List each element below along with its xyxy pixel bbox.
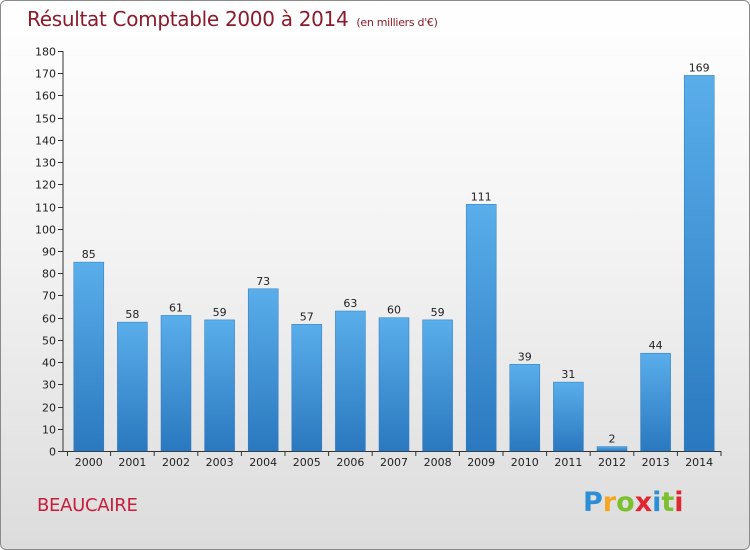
bar-2014 xyxy=(683,75,715,452)
x-tick-label-2003: 2003 xyxy=(206,456,234,469)
x-tick-label-2014: 2014 xyxy=(685,456,713,469)
bar-2007 xyxy=(378,317,410,452)
y-axis: 0 10 20 30 40 50 60 70 80 90 100 110 120 130 140 150 160… xyxy=(35,46,64,459)
bar-2010 xyxy=(509,364,541,452)
bar-2008 xyxy=(422,319,453,452)
bar-2012 xyxy=(596,446,628,452)
data-label-2007: 60 xyxy=(387,304,401,317)
y-tick-label: 110 xyxy=(35,202,56,215)
chart-subtitle: (en milliers d'€) xyxy=(356,16,438,29)
data-label-2011: 31 xyxy=(561,368,575,381)
bar-2005 xyxy=(291,324,323,452)
x-tick-label-2001: 2001 xyxy=(118,456,146,469)
proxiti-logo: Proxiti xyxy=(583,487,684,518)
bar-2003 xyxy=(204,319,235,452)
x-tick-label-2010: 2010 xyxy=(511,456,539,469)
y-tick-label: 80 xyxy=(42,268,56,281)
bar-2004 xyxy=(247,288,279,452)
x-tick-label-2007: 2007 xyxy=(380,456,408,469)
y-tick-label: 90 xyxy=(42,246,56,259)
y-tick-label: 10 xyxy=(42,424,56,437)
y-tick-label: 70 xyxy=(42,290,56,303)
bar-2001 xyxy=(117,321,148,452)
y-tick-label: 40 xyxy=(42,357,56,370)
x-tick-label-2009: 2009 xyxy=(467,456,495,469)
y-tick-label: 100 xyxy=(35,224,56,237)
chart-title-text: Résultat Comptable 2000 à 2014 xyxy=(27,7,349,31)
logo-letter: x xyxy=(634,487,653,518)
data-label-2002: 61 xyxy=(169,301,183,314)
x-tick-label-2000: 2000 xyxy=(75,456,103,469)
x-tick-label-2013: 2013 xyxy=(642,456,670,469)
logo-letter: t xyxy=(661,487,675,518)
chart-title: Résultat Comptable 2000 à 2014 (en millie… xyxy=(27,7,438,31)
data-label-2000: 85 xyxy=(82,248,96,261)
x-tick-label-2002: 2002 xyxy=(162,456,190,469)
bars: 85 58 61 59 73 57 63 60 59 111 39 31 2 44 169 xyxy=(73,61,715,452)
data-label-2006: 63 xyxy=(343,297,357,310)
bar-2000 xyxy=(73,261,105,452)
y-tick-label: 150 xyxy=(35,113,56,126)
bar-2013 xyxy=(640,352,671,452)
bar-2006 xyxy=(335,310,366,452)
x-tick-label-2008: 2008 xyxy=(424,456,452,469)
data-label-2001: 58 xyxy=(125,308,139,321)
bar-2002 xyxy=(160,315,192,452)
place-name: BEAUCAIRE xyxy=(37,495,138,516)
y-tick-label: 20 xyxy=(42,402,56,415)
data-label-2009: 111 xyxy=(471,190,492,203)
logo-letter: i xyxy=(674,487,684,518)
data-label-2010: 39 xyxy=(518,350,532,363)
bar-2009 xyxy=(465,204,497,452)
y-tick-label: 140 xyxy=(35,135,56,148)
data-label-2004: 73 xyxy=(256,275,270,288)
x-tick-label-2011: 2011 xyxy=(554,456,582,469)
data-label-2005: 57 xyxy=(300,310,314,323)
logo-letter: i xyxy=(652,487,662,518)
y-tick-label: 120 xyxy=(35,179,56,192)
x-tick-label-2006: 2006 xyxy=(336,456,364,469)
data-label-2013: 44 xyxy=(649,339,663,352)
x-tick-label-2012: 2012 xyxy=(598,456,626,469)
data-label-2008: 59 xyxy=(431,306,445,319)
y-tick-label: 50 xyxy=(42,335,56,348)
logo-letter: P xyxy=(583,487,603,518)
x-tick-label-2005: 2005 xyxy=(293,456,321,469)
data-label-2012: 2 xyxy=(609,433,616,446)
y-tick-label: 30 xyxy=(42,379,56,392)
y-tick-label: 0 xyxy=(49,446,56,459)
data-label-2003: 59 xyxy=(213,306,227,319)
data-label-2014: 169 xyxy=(689,61,710,74)
y-tick-label: 60 xyxy=(42,313,56,326)
y-tick-label: 180 xyxy=(35,46,56,59)
bar-2011 xyxy=(553,381,584,452)
x-tick-label-2004: 2004 xyxy=(249,456,277,469)
logo-letter: r xyxy=(602,487,617,518)
x-axis: 2000 2001 2002 2003 2004 2005 2006 2007 2008 2009… xyxy=(63,451,722,469)
y-tick-label: 130 xyxy=(35,157,56,170)
y-tick-label: 170 xyxy=(35,68,56,81)
y-tick-label: 160 xyxy=(35,90,56,103)
logo-letter: o xyxy=(616,487,635,518)
